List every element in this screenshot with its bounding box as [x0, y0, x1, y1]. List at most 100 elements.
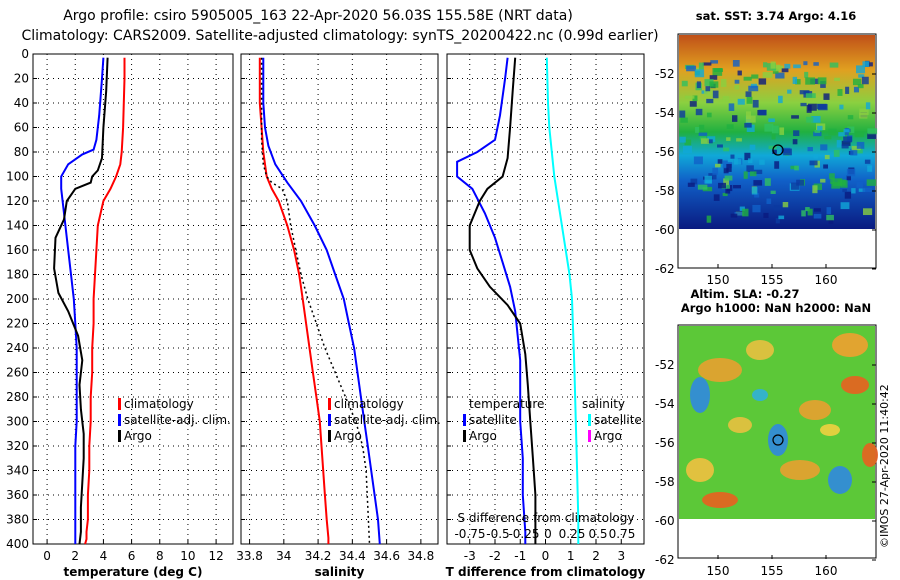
sst-texture-cell: [684, 95, 695, 99]
sst-texture-cell: [793, 130, 800, 137]
sst-texture-cell: [864, 159, 871, 164]
sst-texture-cell: [796, 179, 805, 186]
salinity-xtick-label: 34.8: [408, 549, 435, 563]
sla-texture-blob: [780, 460, 820, 480]
map-lat-label: -56: [655, 436, 675, 450]
sst-texture-cell: [680, 117, 688, 123]
sst-map-axes: -52 -54 -56 -58 -60 -62 150 155 160: [655, 67, 876, 287]
sst-texture-cell: [778, 152, 784, 158]
temperature-legend-label: climatology: [124, 397, 194, 411]
difference-series-temperature-argo: [468, 57, 537, 544]
sst-texture-cell: [718, 182, 727, 189]
depth-tick-label: 60: [14, 121, 29, 135]
sst-texture-cell: [809, 160, 818, 166]
sst-texture-cell: [726, 163, 732, 172]
depth-tick-label: 380: [6, 513, 29, 527]
sst-texture-cell: [692, 95, 698, 102]
sst-texture-cell: [795, 79, 801, 85]
sst-texture-cell: [823, 164, 829, 169]
sst-texture-cell: [790, 165, 798, 170]
map-lon-label: 160: [815, 273, 838, 287]
sst-texture-cell: [813, 62, 819, 66]
sst-texture-cell: [811, 116, 821, 123]
sst-texture-cell: [723, 178, 730, 186]
sla-texture-blob: [686, 458, 714, 482]
depth-tick-label: 140: [6, 219, 29, 233]
salinity-xtick-label: 34.2: [305, 549, 332, 563]
sst-texture-cell: [752, 99, 759, 108]
sla-texture-blob: [799, 400, 831, 420]
sst-texture-cell: [829, 62, 839, 68]
sla-texture-blob: [690, 377, 710, 413]
depth-tick-label: 240: [6, 341, 29, 355]
sst-texture-cell: [734, 84, 740, 90]
sst-texture-cell: [762, 72, 773, 78]
sst-texture-cell: [772, 149, 777, 154]
sst-texture-cell: [679, 110, 686, 118]
sst-texture-cell: [705, 86, 711, 92]
sst-texture-cell: [702, 62, 712, 66]
depth-tick-label: 200: [6, 292, 29, 306]
sst-texture-cell: [868, 62, 873, 67]
sst-texture-cell: [773, 64, 781, 72]
depth-tick-label: 180: [6, 268, 29, 282]
sst-texture-cell: [696, 81, 701, 89]
sst-texture-cell: [867, 128, 878, 135]
diff-legend-temperature-title: temperature: [469, 397, 544, 411]
sst-texture-cell: [828, 218, 834, 224]
sst-texture-cell: [775, 218, 780, 224]
sst-texture-cell: [792, 76, 798, 84]
sst-texture-cell: [734, 212, 744, 216]
sst-texture-cell: [817, 125, 823, 131]
sst-texture-cell: [844, 191, 852, 199]
depth-tick-label: 100: [6, 170, 29, 184]
sst-texture-cell: [813, 183, 823, 190]
sla-texture-blob: [820, 424, 840, 436]
sst-texture-cell: [758, 109, 767, 116]
salinity-xtick-label: 33.8: [236, 549, 263, 563]
sst-texture-cell: [854, 131, 864, 138]
sst-texture-cell: [736, 138, 742, 142]
map-lon-label: 150: [707, 564, 730, 578]
sst-texture-cell: [774, 161, 780, 169]
sst-texture-cell: [862, 61, 869, 67]
sst-texture-cell: [803, 61, 808, 66]
temperature-legend-label: satellite-adj. clim.: [124, 413, 231, 427]
sst-texture-cell: [722, 96, 730, 104]
sst-texture-cell: [846, 168, 856, 177]
sst-texture-cell: [764, 178, 771, 186]
sst-texture-cell: [842, 189, 847, 193]
sst-texture-cell: [856, 182, 863, 188]
sst-texture-cell: [728, 103, 735, 111]
sst-texture-cell: [707, 136, 716, 142]
sla-texture-blob: [702, 492, 738, 508]
temperature-panel: 0 2 4 6 8 10 120204060801001201401601802002202…: [6, 47, 234, 579]
sst-texture-cell: [773, 205, 782, 211]
sst-texture-cell: [744, 122, 752, 128]
sst-texture-cell: [753, 180, 763, 186]
sst-texture-cell: [867, 165, 873, 172]
diff-legend-temperature-swatch: [463, 430, 466, 442]
sst-texture-cell: [726, 137, 731, 141]
sst-texture-cell: [806, 116, 814, 123]
sst-texture-cell: [707, 139, 713, 144]
sst-texture-cell: [791, 182, 800, 190]
depth-tick-label: 400: [6, 537, 29, 551]
sst-texture-cell: [752, 204, 761, 213]
sst-texture-cell: [832, 178, 843, 187]
sst-texture-cell: [814, 129, 821, 133]
sst-texture-cell: [687, 182, 695, 187]
depth-tick-label: 360: [6, 488, 29, 502]
sst-texture-cell: [775, 72, 785, 79]
sst-texture-cell: [690, 178, 698, 185]
salinity-legend-swatch: [328, 414, 331, 426]
sst-texture-cell: [768, 145, 777, 150]
depth-tick-label: 120: [6, 194, 29, 208]
sla-texture-blob: [728, 417, 752, 433]
salinity-series-climatology: [258, 57, 330, 544]
sst-texture-cell: [722, 192, 728, 197]
sst-texture-cell: [689, 101, 697, 107]
difference-xtick-label: -3: [464, 549, 476, 563]
sst-texture-cell: [686, 65, 697, 72]
